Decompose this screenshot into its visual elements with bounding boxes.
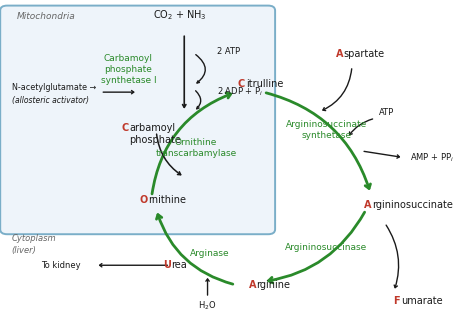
Text: C: C	[238, 79, 245, 89]
Text: rnithine: rnithine	[148, 195, 186, 205]
Text: rginine: rginine	[256, 280, 291, 291]
Text: A: A	[336, 49, 343, 59]
Text: Carbamoyl
phosphate
synthetase I: Carbamoyl phosphate synthetase I	[100, 54, 156, 85]
Text: Ornithine
transcarbamylase: Ornithine transcarbamylase	[155, 138, 237, 158]
Text: itrulline: itrulline	[246, 79, 283, 89]
Text: Arginase: Arginase	[190, 249, 230, 258]
Text: (allosteric activator): (allosteric activator)	[12, 96, 89, 105]
FancyBboxPatch shape	[0, 6, 275, 234]
Text: H$_2$O: H$_2$O	[198, 300, 217, 312]
Text: 2 ATP: 2 ATP	[217, 47, 240, 56]
Text: ATP: ATP	[379, 108, 394, 117]
Text: Argininosuccinate
synthetase: Argininosuccinate synthetase	[286, 120, 367, 140]
Text: O: O	[140, 195, 148, 205]
Text: A: A	[248, 280, 256, 291]
Text: AMP + PP$_i$: AMP + PP$_i$	[410, 151, 455, 164]
Text: F: F	[393, 296, 400, 306]
Text: CO$_2$ + NH$_3$: CO$_2$ + NH$_3$	[153, 8, 207, 22]
Text: rea: rea	[171, 260, 187, 270]
Text: spartate: spartate	[344, 49, 385, 59]
Text: C: C	[121, 123, 128, 133]
Text: Argininosuccinase: Argininosuccinase	[285, 243, 367, 252]
Text: 2 ADP + P$_i$: 2 ADP + P$_i$	[217, 86, 263, 98]
Text: arbamoyl
phosphate: arbamoyl phosphate	[129, 123, 181, 145]
Text: Mitochondria: Mitochondria	[17, 12, 75, 21]
Text: To kidney: To kidney	[41, 261, 81, 270]
Text: U: U	[163, 260, 171, 270]
Text: rgininosuccinate: rgininosuccinate	[372, 200, 453, 210]
Text: N-acetylglutamate →: N-acetylglutamate →	[12, 83, 96, 92]
Text: umarate: umarate	[401, 296, 443, 306]
Text: Cytoplasm
(liver): Cytoplasm (liver)	[12, 234, 56, 255]
Text: A: A	[364, 200, 371, 210]
